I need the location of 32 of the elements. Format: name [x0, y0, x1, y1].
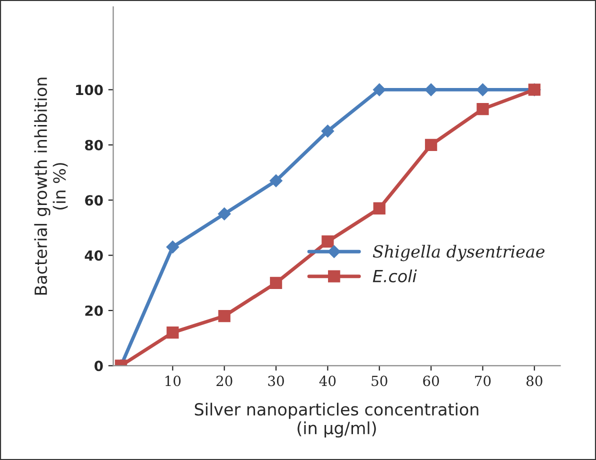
y-tick-label: 80: [85, 140, 103, 150]
point: [218, 310, 230, 322]
point: [166, 240, 180, 254]
point: [270, 276, 282, 289]
x-tick-label: 10: [166, 376, 181, 386]
y-tick-label: 0: [94, 360, 103, 372]
point: [476, 83, 490, 96]
x-tick-label: 20: [216, 376, 232, 386]
x-tick-label: 50: [372, 376, 388, 386]
point: [373, 202, 386, 214]
y-tick-label: 100: [76, 84, 103, 96]
x-tick-label: 70: [475, 376, 491, 386]
x-axis-title: Silver nanoparticles concentration (in µg/ml): [194, 402, 478, 438]
point: [424, 138, 438, 151]
y-tick-label: 60: [85, 195, 103, 206]
point: [424, 83, 438, 96]
point: [321, 124, 334, 138]
x-tick-label: 30: [268, 376, 284, 386]
legend-label: Shigella dysentrieae: [372, 244, 544, 262]
y-tick-label: 20: [85, 305, 103, 316]
point: [270, 174, 282, 188]
point: [476, 102, 489, 116]
x-tick-label: 80: [526, 376, 542, 386]
point: [322, 235, 334, 248]
point: [166, 326, 179, 339]
x-tick-label: 60: [423, 376, 439, 386]
legend-label: E.coli: [372, 270, 417, 282]
x-tick-label: 40: [319, 376, 336, 386]
y-tick-label: 40: [84, 250, 103, 261]
point: [372, 83, 386, 96]
y-axis-title: Bacterial growth inhibition (in %): [34, 78, 68, 295]
point: [218, 207, 231, 220]
